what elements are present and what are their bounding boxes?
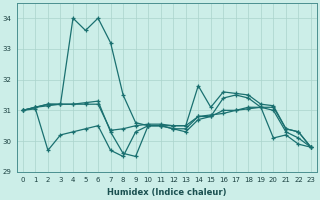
X-axis label: Humidex (Indice chaleur): Humidex (Indice chaleur) [107, 188, 227, 197]
